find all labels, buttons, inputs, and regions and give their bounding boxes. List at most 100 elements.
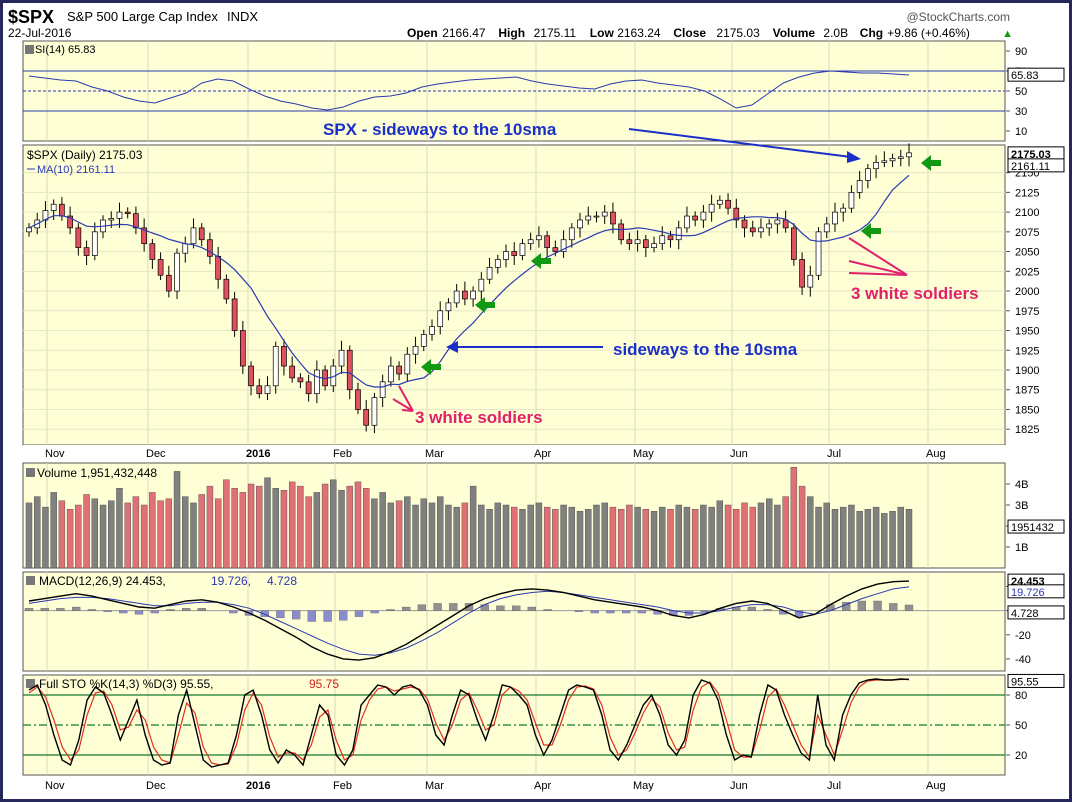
volume-bar xyxy=(66,509,74,569)
volume-bar xyxy=(75,504,82,569)
price-axis-tick-label: 2125 xyxy=(1015,187,1039,199)
candle-body xyxy=(889,158,896,162)
macd-histogram-bar xyxy=(496,605,505,611)
change-up-glyph: ▲ xyxy=(1002,28,1013,40)
x-axis-bottom-label: Dec xyxy=(146,780,166,792)
macd-hist-badge: 4.728 xyxy=(1011,608,1039,620)
candle-body xyxy=(67,215,73,229)
macd-histogram-bar xyxy=(794,610,804,617)
volume-bar xyxy=(765,498,773,569)
volume-bar xyxy=(288,481,296,569)
candle-body xyxy=(182,243,189,254)
volume-bar xyxy=(667,509,674,569)
price-axis-tick-label: 2025 xyxy=(1015,266,1039,278)
quote-value-high: 2175.11 xyxy=(534,26,577,40)
soldiers-arrow-jul xyxy=(848,237,908,276)
volume-bar xyxy=(905,509,913,569)
volume-bar xyxy=(700,504,707,569)
volume-bar xyxy=(749,506,756,569)
candle-body xyxy=(149,243,156,260)
volume-bar xyxy=(486,509,493,569)
volume-bar xyxy=(848,504,855,569)
rsi-axis-tick-label: 30 xyxy=(1015,106,1027,118)
quote-value-open: 2166.47 xyxy=(442,26,486,40)
price-axis-tick-label: 1950 xyxy=(1015,326,1039,338)
annotation-soldiers-feb: 3 white soldiers xyxy=(415,408,543,427)
volume-bar xyxy=(371,498,378,569)
volume-bar xyxy=(412,504,419,569)
stochastic-value-badge: 95.55 xyxy=(1011,676,1039,688)
macd-histogram-bar xyxy=(56,608,65,611)
macd-histogram-bar xyxy=(307,610,317,622)
volume-bar xyxy=(297,485,304,569)
macd-histogram-bar xyxy=(857,600,867,611)
rsi-value-badge-box xyxy=(1007,67,1065,82)
candle-body xyxy=(626,239,633,245)
volume-bar xyxy=(379,492,386,569)
macd-histogram-bar xyxy=(166,609,175,611)
macd-title: MACD(12,26,9) 24.453, xyxy=(39,574,166,588)
annotation-arrow-line-1 xyxy=(628,128,852,158)
quote-label-volume: Volume xyxy=(773,26,816,40)
macd-axis-tick-label: -20 xyxy=(1015,630,1031,642)
candle-body xyxy=(445,302,452,312)
candle-body xyxy=(560,239,567,252)
candle-body xyxy=(618,223,624,241)
candle-body xyxy=(346,349,353,391)
x-axis-top-label: Jun xyxy=(730,448,748,460)
volume-bar xyxy=(445,504,452,569)
candle-body xyxy=(165,274,172,292)
volume-bar xyxy=(840,506,847,569)
volume-bar xyxy=(724,504,732,569)
macd-histogram-bar xyxy=(40,608,49,611)
volume-bar xyxy=(469,485,477,569)
volume-bar xyxy=(132,496,140,569)
volume-bar xyxy=(346,485,353,569)
candle-body xyxy=(733,207,740,221)
volume-bar xyxy=(190,502,197,569)
price-axis-tick-label: 2050 xyxy=(1015,247,1039,259)
volume-bar xyxy=(264,477,271,569)
volume-bar xyxy=(601,502,608,569)
candle-body xyxy=(396,365,402,375)
candle-body xyxy=(684,215,690,229)
candle-body xyxy=(865,168,871,181)
price-ma-badge-box xyxy=(1007,158,1065,173)
price-title: $SPX (Daily) 2175.03 xyxy=(27,148,143,162)
candle-body xyxy=(881,160,888,163)
volume-bar xyxy=(338,490,345,569)
candle-body xyxy=(610,211,616,225)
candle-body xyxy=(371,397,378,426)
volume-bar xyxy=(741,502,748,569)
candle-body xyxy=(601,211,608,217)
quote-value-low: 2163.24 xyxy=(617,26,661,40)
volume-title: Volume 1,951,432,448 xyxy=(37,466,157,480)
macd-histogram-bar xyxy=(700,610,709,612)
macd-histogram-bar xyxy=(24,608,34,611)
volume-bar xyxy=(617,509,625,569)
macd-signal-label: 19.726, xyxy=(211,574,251,588)
macd-handle-icon xyxy=(26,576,35,585)
x-axis-top-label: Aug xyxy=(926,448,946,460)
volume-bar xyxy=(206,485,214,569)
macd-histogram-bar xyxy=(763,609,772,611)
macd-histogram-bar xyxy=(386,609,395,611)
macd-histogram-bar xyxy=(370,610,379,614)
candle-body xyxy=(667,235,674,241)
x-axis-bottom-label: May xyxy=(633,780,654,792)
macd-histogram-bar xyxy=(197,608,207,611)
symbol-label: $SPX xyxy=(8,7,54,27)
volume-bar xyxy=(560,504,567,569)
macd-histogram-bar xyxy=(904,604,914,611)
candle-body xyxy=(486,267,493,280)
candle-body xyxy=(634,239,641,245)
candle-body xyxy=(782,219,789,229)
price-axis-tick-label: 1925 xyxy=(1015,345,1039,357)
x-axis-bottom-label: Apr xyxy=(534,780,551,792)
macd-histogram-bar xyxy=(150,610,159,614)
volume-value-badge: 1951432 xyxy=(1011,522,1054,534)
green-arrow xyxy=(921,155,941,171)
candle-body xyxy=(552,247,559,252)
volume-bar xyxy=(576,511,584,569)
